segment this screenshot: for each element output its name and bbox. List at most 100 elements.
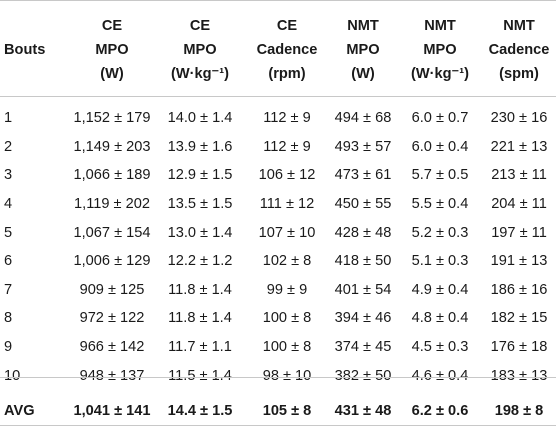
- avg-cell-nmt-cadence: 198 ± 8: [494, 402, 544, 419]
- cell-bout: 3: [4, 167, 13, 184]
- table-row: 3 1,066 ± 189 12.9 ± 1.5 106 ± 12 473 ± 61 5.…: [0, 161, 556, 190]
- cell-ce-mpo-wkg: 11.5 ± 1.4: [168, 367, 232, 384]
- cell-ce-mpo-wkg: 13.0 ± 1.4: [167, 224, 233, 241]
- cell-nmt-mpo-wkg: 4.8 ± 0.4: [411, 310, 469, 327]
- cell-nmt-mpo-w: 450 ± 55: [334, 196, 392, 213]
- avg-rule: [0, 377, 556, 378]
- cell-nmt-cadence: 186 ± 16: [490, 281, 548, 298]
- cell-ce-cadence: 112 ± 9: [263, 110, 311, 127]
- table-row: 9 966 ± 142 11.7 ± 1.1 100 ± 8 374 ± 45 4.5 ±…: [0, 333, 556, 362]
- cell-ce-mpo-w: 1,119 ± 202: [74, 196, 150, 213]
- cell-ce-mpo-wkg: 12.2 ± 1.2: [167, 253, 233, 270]
- cell-ce-mpo-w: 948 ± 137: [79, 367, 145, 384]
- cell-nmt-mpo-wkg: 4.6 ± 0.4: [411, 367, 469, 384]
- cell-ce-mpo-w: 1,067 ± 154: [73, 224, 151, 241]
- cell-nmt-mpo-w: 401 ± 54: [334, 281, 392, 298]
- cell-ce-mpo-w: 1,149 ± 203: [73, 138, 151, 155]
- cell-ce-mpo-wkg: 11.8 ± 1.4: [168, 281, 232, 298]
- header-bouts: Bouts: [4, 42, 46, 58]
- table-row: 4 1,119 ± 202 13.5 ± 1.5 111 ± 12 450 ± 55 5.…: [0, 190, 556, 219]
- cell-nmt-mpo-wkg: 6.0 ± 0.7: [411, 110, 469, 127]
- cell-ce-cadence: 107 ± 10: [258, 224, 316, 241]
- cell-bout: 5: [4, 224, 13, 241]
- top-rule: [0, 0, 556, 1]
- cell-ce-mpo-wkg: 13.5 ± 1.5: [167, 196, 233, 213]
- cell-bout: 4: [4, 196, 13, 213]
- table-row: 5 1,067 ± 154 13.0 ± 1.4 107 ± 10 428 ± 48 5.…: [0, 218, 556, 247]
- cell-nmt-cadence: 197 ± 11: [491, 224, 547, 241]
- cell-nmt-cadence: 204 ± 11: [491, 196, 547, 213]
- header-ce-cadence: CE Cadence (rpm): [256, 18, 318, 82]
- header-nmt-mpo-w: NMT MPO (W): [346, 18, 380, 82]
- cell-nmt-mpo-w: 473 ± 61: [334, 167, 392, 184]
- results-table: Bouts CE MPO (W) CE MPO (W·kg⁻¹) CE Cadence (r…: [0, 4, 556, 432]
- cell-nmt-mpo-w: 418 ± 50: [334, 253, 392, 270]
- cell-nmt-cadence: 213 ± 11: [491, 167, 547, 184]
- cell-nmt-mpo-w: 394 ± 46: [334, 310, 392, 327]
- cell-nmt-mpo-wkg: 6.0 ± 0.4: [411, 138, 469, 155]
- cell-nmt-cadence: 191 ± 13: [490, 253, 548, 270]
- avg-cell-nmt-mpo-wkg: 6.2 ± 0.6: [411, 402, 469, 419]
- cell-ce-mpo-w: 1,006 ± 129: [73, 253, 151, 270]
- cell-bout: 9: [4, 339, 13, 356]
- cell-ce-cadence: 112 ± 9: [263, 138, 311, 155]
- avg-cell-bout: AVG: [4, 402, 35, 419]
- cell-bout: 7: [4, 281, 13, 298]
- cell-ce-mpo-w: 966 ± 142: [79, 339, 145, 356]
- cell-ce-cadence: 106 ± 12: [258, 167, 316, 184]
- avg-cell-ce-mpo-wkg: 14.4 ± 1.5: [167, 402, 233, 419]
- cell-nmt-cadence: 221 ± 13: [490, 138, 548, 155]
- avg-cell-ce-mpo-w: 1,041 ± 141: [73, 402, 151, 419]
- cell-ce-mpo-w: 1,066 ± 189: [73, 167, 151, 184]
- cell-ce-cadence: 99 ± 9: [266, 281, 308, 298]
- cell-bout: 2: [4, 138, 13, 155]
- table-row: 8 972 ± 122 11.8 ± 1.4 100 ± 8 394 ± 46 4.8 ±…: [0, 304, 556, 333]
- cell-ce-cadence: 100 ± 8: [262, 339, 312, 356]
- table-body: 1 1,152 ± 179 14.0 ± 1.4 112 ± 9 494 ± 68 6.0…: [0, 96, 556, 432]
- avg-row: AVG 1,041 ± 141 14.4 ± 1.5 105 ± 8 431 ± 48 6…: [0, 390, 556, 432]
- header-ce-mpo-wkg: CE MPO (W·kg⁻¹): [171, 18, 229, 82]
- table-row: 10 948 ± 137 11.5 ± 1.4 98 ± 10 382 ± 50 4.6 …: [0, 361, 556, 390]
- table-row: 6 1,006 ± 129 12.2 ± 1.2 102 ± 8 418 ± 50 5.1…: [0, 247, 556, 276]
- cell-nmt-mpo-wkg: 4.5 ± 0.3: [411, 339, 469, 356]
- cell-ce-mpo-w: 972 ± 122: [79, 310, 145, 327]
- header-ce-mpo-w: CE MPO (W): [95, 18, 129, 82]
- header-nmt-cadence: NMT Cadence (spm): [488, 18, 550, 82]
- cell-ce-cadence: 100 ± 8: [262, 310, 312, 327]
- header-rule: [0, 96, 556, 97]
- header-nmt-mpo-wkg: NMT MPO (W·kg⁻¹): [411, 18, 469, 82]
- cell-nmt-cadence: 176 ± 18: [490, 339, 548, 356]
- cell-nmt-mpo-wkg: 5.7 ± 0.5: [411, 167, 469, 184]
- cell-nmt-mpo-w: 494 ± 68: [334, 110, 392, 127]
- cell-nmt-mpo-wkg: 5.1 ± 0.3: [411, 253, 469, 270]
- cell-nmt-cadence: 230 ± 16: [490, 110, 548, 127]
- cell-ce-cadence: 111 ± 12: [259, 196, 315, 213]
- cell-ce-mpo-w: 1,152 ± 179: [73, 110, 151, 127]
- cell-bout: 1: [4, 110, 13, 127]
- header-row: Bouts CE MPO (W) CE MPO (W·kg⁻¹) CE Cadence (r…: [0, 4, 556, 96]
- cell-ce-cadence: 98 ± 10: [262, 367, 312, 384]
- cell-nmt-mpo-w: 493 ± 57: [334, 138, 392, 155]
- avg-cell-ce-cadence: 105 ± 8: [262, 402, 312, 419]
- cell-ce-cadence: 102 ± 8: [262, 253, 312, 270]
- cell-nmt-mpo-w: 382 ± 50: [334, 367, 392, 384]
- cell-bout: 6: [4, 253, 13, 270]
- table-row: 7 909 ± 125 11.8 ± 1.4 99 ± 9 401 ± 54 4.9 ± …: [0, 276, 556, 305]
- cell-nmt-mpo-wkg: 4.9 ± 0.4: [411, 281, 469, 298]
- cell-bout: 10: [4, 367, 21, 384]
- cell-ce-mpo-wkg: 13.9 ± 1.6: [167, 138, 233, 155]
- cell-ce-mpo-wkg: 11.7 ± 1.1: [168, 339, 232, 356]
- cell-bout: 8: [4, 310, 13, 327]
- cell-nmt-mpo-w: 374 ± 45: [334, 339, 392, 356]
- table-row: 1 1,152 ± 179 14.0 ± 1.4 112 ± 9 494 ± 68 6.0…: [0, 96, 556, 133]
- table-row: 2 1,149 ± 203 13.9 ± 1.6 112 ± 9 493 ± 57 6.0…: [0, 133, 556, 162]
- cell-nmt-cadence: 182 ± 15: [490, 310, 548, 327]
- cell-nmt-mpo-wkg: 5.5 ± 0.4: [411, 196, 469, 213]
- cell-ce-mpo-wkg: 14.0 ± 1.4: [167, 110, 233, 127]
- cell-nmt-mpo-wkg: 5.2 ± 0.3: [411, 224, 469, 241]
- cell-nmt-mpo-w: 428 ± 48: [334, 224, 392, 241]
- cell-ce-mpo-wkg: 11.8 ± 1.4: [168, 310, 232, 327]
- cell-ce-mpo-w: 909 ± 125: [79, 281, 145, 298]
- cell-ce-mpo-wkg: 12.9 ± 1.5: [167, 167, 233, 184]
